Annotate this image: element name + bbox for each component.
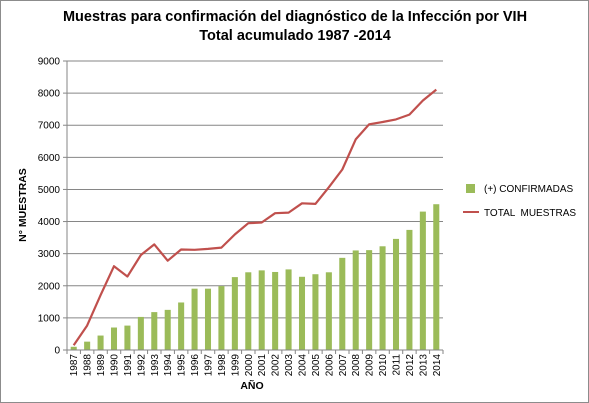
bar-confirmadas-1999 <box>231 277 238 350</box>
bar-confirmadas-2013 <box>419 211 426 350</box>
bar-confirmadas-2000 <box>245 272 252 350</box>
bar-confirmadas-1987 <box>70 346 77 350</box>
bar-confirmadas-1996 <box>191 288 198 350</box>
chart-title-line-1: Muestras para confirmación del diagnósti… <box>63 9 527 25</box>
x-tick-label: 1991 <box>123 354 134 377</box>
bar-confirmadas-2004 <box>298 276 306 350</box>
x-tick-label: 1997 <box>204 354 215 377</box>
legend-label-confirmadas: (+) CONFIRMADAS <box>484 184 574 195</box>
y-axis-title: N° MUESTRAS <box>17 168 29 242</box>
bar-confirmadas-1992 <box>137 316 144 350</box>
bar-confirmadas-1994 <box>164 309 171 350</box>
x-tick-label: 1994 <box>163 354 174 377</box>
bar-confirmadas-1989 <box>97 335 104 350</box>
line-total-muestras <box>72 88 437 346</box>
bar-confirmadas-1998 <box>218 286 225 350</box>
x-tick-label: 2014 <box>432 354 443 377</box>
y-tick-label: 3000 <box>38 249 61 260</box>
x-axis-title: AÑO <box>240 379 263 392</box>
x-tick-label: 1989 <box>96 354 107 377</box>
bar-confirmadas-2003 <box>285 269 292 350</box>
chart-title-line-2: Total acumulado 1987 -2014 <box>199 28 391 44</box>
y-tick-label: 4000 <box>38 217 61 228</box>
bar-confirmadas-2014 <box>433 204 440 350</box>
bar-confirmadas-1993 <box>151 312 158 350</box>
x-tick-label: 2008 <box>351 354 362 377</box>
x-tick-label: 2004 <box>298 354 309 377</box>
x-tick-label: 1992 <box>136 354 147 377</box>
bar-confirmadas-1988 <box>84 341 91 350</box>
line-total-muestras-path <box>72 88 437 346</box>
x-tick-label: 2012 <box>405 354 416 377</box>
x-tick-label: 2010 <box>378 354 389 377</box>
x-axis-tick-labels: 1987 1988 1989 1990 1991 1992 1993 1994 1995 1996… <box>66 350 444 377</box>
bar-confirmadas-2007 <box>339 257 346 350</box>
x-tick-label: 2009 <box>365 354 376 377</box>
bar-confirmadas-2010 <box>379 246 386 350</box>
bar-confirmadas-2011 <box>392 238 400 350</box>
x-tick-label: 1988 <box>83 354 94 377</box>
x-tick-label: 2006 <box>324 354 335 377</box>
y-tick-label: 5000 <box>38 185 61 196</box>
x-tick-label: 1990 <box>110 354 121 377</box>
x-tick-label: 2002 <box>271 354 282 377</box>
y-tick-label: 6000 <box>38 153 61 164</box>
y-tick-label: 9000 <box>38 57 61 68</box>
bar-confirmadas-1995 <box>178 302 185 350</box>
bars-confirmadas <box>70 204 440 350</box>
x-tick-label: 1987 <box>69 354 80 377</box>
x-tick-label: 2003 <box>284 354 295 377</box>
x-tick-label: 2007 <box>338 354 349 377</box>
y-tick-label: 8000 <box>38 89 61 100</box>
y-tick-label: 7000 <box>38 121 61 132</box>
bar-confirmadas-1991 <box>124 325 131 350</box>
y-axis-tick-labels: 0 1000 2000 3000 4000 5000 6000 7000 8000 9000 <box>38 57 61 357</box>
bar-confirmadas-2009 <box>366 250 373 350</box>
y-tick-label: 1000 <box>38 313 61 324</box>
x-tick-label: 1996 <box>190 354 201 377</box>
legend-swatch-confirmadas <box>466 184 475 193</box>
y-tick-label: 2000 <box>38 281 61 292</box>
x-tick-label: 1999 <box>230 354 241 377</box>
bar-confirmadas-2005 <box>312 274 319 350</box>
bar-confirmadas-2006 <box>325 272 332 350</box>
bar-confirmadas-2012 <box>406 229 413 350</box>
x-tick-label: 2000 <box>244 354 255 377</box>
x-tick-label: 2011 <box>392 354 403 376</box>
gridlines <box>63 60 443 351</box>
bar-confirmadas-2002 <box>272 271 279 350</box>
legend: (+) CONFIRMADAS TOTAL MUESTRAS <box>463 184 576 219</box>
x-tick-label: 2001 <box>257 354 268 377</box>
bar-confirmadas-1997 <box>204 288 212 350</box>
y-tick-label: 0 <box>54 346 60 357</box>
bar-confirmadas-1990 <box>110 327 118 350</box>
bar-confirmadas-2001 <box>258 270 265 350</box>
x-tick-label: 2005 <box>311 354 322 377</box>
x-tick-label: 1993 <box>150 354 161 377</box>
bar-confirmadas-2008 <box>352 250 359 350</box>
x-tick-label: 1998 <box>217 354 228 377</box>
legend-label-total: TOTAL MUESTRAS <box>484 208 576 219</box>
x-tick-label: 2013 <box>418 354 429 377</box>
x-tick-label: 1995 <box>177 354 188 377</box>
